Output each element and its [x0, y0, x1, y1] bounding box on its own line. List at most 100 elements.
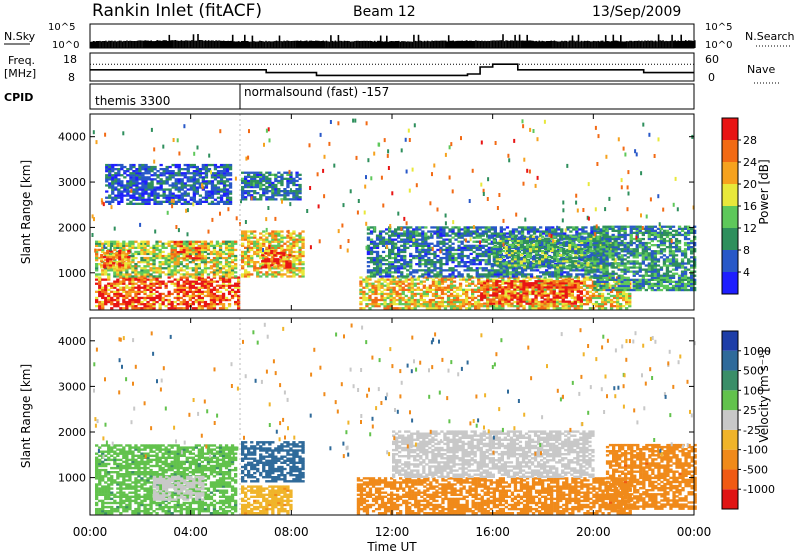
- power-cell: [366, 226, 371, 229]
- power-cell: [135, 176, 139, 179]
- power-cell: [203, 271, 208, 274]
- power-cell: [206, 303, 211, 306]
- nsky-bar: [342, 41, 344, 48]
- power-cell: [404, 305, 408, 308]
- power-cell: [188, 280, 192, 283]
- power-cell: [495, 282, 499, 285]
- power-cell: [209, 282, 214, 285]
- power-cell: [457, 275, 461, 278]
- power-cell: [138, 172, 142, 175]
- nsky-bar: [692, 41, 695, 48]
- power-cell: [104, 269, 108, 272]
- power-cell: [168, 174, 172, 177]
- power-cell: [259, 173, 263, 176]
- power-cell: [180, 184, 184, 187]
- power-cell: [177, 188, 181, 191]
- power-cell: [283, 242, 287, 245]
- power-cell: [203, 294, 208, 298]
- nsky-bar: [648, 40, 651, 48]
- power-cell: [486, 288, 490, 291]
- power-cell: [144, 170, 148, 173]
- nsky-bar: [499, 40, 501, 48]
- power-cell: [161, 280, 165, 283]
- power-cell: [120, 196, 124, 199]
- nsky-bar: [669, 40, 672, 48]
- power-cell: [170, 244, 174, 247]
- power-cell: [262, 175, 266, 178]
- power-cell: [107, 296, 111, 300]
- power-cell: [197, 273, 201, 276]
- power-cell: [428, 305, 432, 308]
- power-cell: [415, 226, 419, 229]
- power-cell: [486, 298, 490, 301]
- power-cell: [397, 240, 401, 243]
- power-cell: [195, 202, 199, 205]
- power-cell: [286, 240, 290, 243]
- power-cell: [244, 179, 248, 183]
- power-cell: [253, 265, 257, 268]
- power-cell: [114, 186, 118, 189]
- power-cell: [122, 290, 126, 293]
- power-cell: [98, 286, 102, 289]
- power-cell: [155, 254, 159, 258]
- nsky-bar: [597, 40, 599, 48]
- power-cell: [483, 305, 487, 308]
- power-cell: [204, 196, 209, 199]
- power-cell: [442, 240, 446, 243]
- power-cell: [448, 230, 452, 233]
- power-cell: [189, 180, 193, 183]
- power-cell: [264, 264, 268, 267]
- power-cell: [156, 196, 160, 199]
- power-cell: [200, 255, 204, 258]
- power-cell: [609, 303, 614, 306]
- power-cell: [421, 275, 425, 278]
- power-cell: [207, 202, 212, 205]
- power-cell: [156, 202, 160, 205]
- power-cell: [280, 179, 284, 183]
- power-cell: [113, 271, 117, 274]
- power-cell: [433, 232, 437, 235]
- power-cell: [458, 282, 463, 285]
- power-cell: [404, 307, 408, 310]
- power-cell: [490, 240, 494, 243]
- power-cell: [218, 275, 223, 278]
- nsky-bar: [677, 40, 679, 48]
- power-cell: [209, 252, 214, 256]
- power-cell: [197, 259, 201, 262]
- power-cell: [134, 275, 138, 278]
- power-cell: [116, 288, 120, 291]
- power-cell: [442, 242, 446, 245]
- power-cell: [95, 248, 99, 252]
- power-cell: [392, 288, 396, 291]
- power-cell: [507, 305, 511, 308]
- power-cell: [247, 192, 251, 195]
- power-cell: [120, 200, 124, 203]
- power-cell: [230, 271, 235, 274]
- power-cell: [227, 244, 232, 247]
- power-cell: [289, 242, 293, 245]
- power-cell: [195, 170, 199, 173]
- power-cell: [410, 298, 414, 302]
- power-cell: [418, 261, 422, 264]
- power-cell: [134, 298, 138, 302]
- power-cell: [295, 256, 299, 260]
- power-cell: [118, 251, 122, 255]
- power-cell: [443, 280, 448, 283]
- power-cell: [439, 265, 443, 268]
- nsky-bar: [150, 40, 152, 48]
- power-cell: [273, 266, 277, 269]
- nsky-bar: [102, 41, 104, 48]
- power-cell: [108, 176, 112, 179]
- power-cell: [259, 232, 263, 235]
- power-cell: [179, 269, 183, 272]
- power-cell: [152, 252, 156, 256]
- power-cell: [413, 282, 417, 285]
- power-cell: [161, 246, 165, 249]
- power-cell: [276, 251, 280, 255]
- power-cell: [407, 305, 411, 308]
- power-cell: [594, 303, 599, 306]
- power-cell: [442, 275, 446, 278]
- power-cell: [108, 194, 112, 197]
- power-cell: [182, 240, 186, 243]
